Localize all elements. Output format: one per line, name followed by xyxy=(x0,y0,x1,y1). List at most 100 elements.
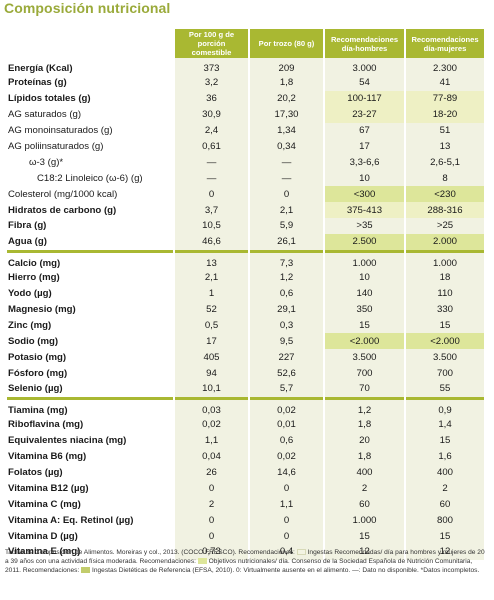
value-rec-men: 10 xyxy=(323,269,404,286)
header-rec-women: Recomendaciones día-mujeres xyxy=(404,29,484,58)
value-per-piece: 209 xyxy=(248,58,323,75)
value-per-piece: 0 xyxy=(248,528,323,545)
value-rec-men: 67 xyxy=(323,122,404,139)
value-rec-women: 800 xyxy=(404,512,484,529)
value-per-piece: 9,5 xyxy=(248,333,323,350)
value-rec-women: 18-20 xyxy=(404,106,484,123)
nutrient-name: Equivalentes niacina (mg) xyxy=(8,435,127,447)
table-row: Vitamina E (mg) 0,73 0,4 12 12 xyxy=(5,544,484,560)
value-per-piece: 0 xyxy=(248,512,323,529)
footnote-part2: Ingestas Recomendadas/ día para hombres … xyxy=(5,549,485,565)
value-per-100g: 10,1 xyxy=(173,381,248,397)
value-per-piece: 0 xyxy=(248,186,323,203)
value-per-piece: 0,02 xyxy=(248,399,323,417)
value-per-piece: 1,2 xyxy=(248,269,323,286)
value-per-piece: 14,6 xyxy=(248,464,323,481)
nutrient-name: Magnesio (mg) xyxy=(8,304,76,316)
value-per-piece: 0,01 xyxy=(248,416,323,433)
footnote-part4: Ingestas Dietéticas de Referencia (EFSA,… xyxy=(91,567,480,574)
table-row: Lípidos totales (g) 36 20,2 100-117 77-89 xyxy=(5,90,484,107)
value-per-piece: 1,1 xyxy=(248,496,323,513)
value-per-piece: 7,3 xyxy=(248,252,323,270)
value-per-100g: 0 xyxy=(173,512,248,529)
value-per-piece: 0,6 xyxy=(248,432,323,449)
value-rec-men: 400 xyxy=(323,464,404,481)
value-per-piece: 0,02 xyxy=(248,448,323,465)
divider-cell xyxy=(173,396,248,400)
footnote: Tablas de Composición de Alimentos. More… xyxy=(5,548,487,575)
nutrient-name: Potasio (mg) xyxy=(8,351,67,363)
value-rec-women: 2 xyxy=(404,480,484,497)
value-rec-women: 41 xyxy=(404,75,484,91)
nutrient-name: Vitamina A: Eq. Retinol (µg) xyxy=(8,514,134,526)
value-per-100g: 0,04 xyxy=(173,448,248,465)
value-rec-men: 140 xyxy=(323,285,404,302)
legend-swatch-reference-intakes xyxy=(81,567,91,574)
nutrient-name: Vitamina C (mg) xyxy=(8,498,81,510)
value-rec-men: 3.500 xyxy=(323,349,404,366)
nutrient-name: Selenio (µg) xyxy=(8,383,63,395)
value-per-100g: 52 xyxy=(173,301,248,318)
value-rec-men: 15 xyxy=(323,317,404,334)
value-per-piece: 5,9 xyxy=(248,218,323,234)
divider-cell xyxy=(404,396,484,400)
value-rec-women: 55 xyxy=(404,381,484,397)
value-rec-women: 51 xyxy=(404,122,484,139)
value-per-piece: 17,30 xyxy=(248,106,323,123)
value-per-100g: 0,61 xyxy=(173,138,248,155)
divider-cell xyxy=(323,396,404,400)
value-per-100g: — xyxy=(173,154,248,171)
nutrient-name: Calcio (mg) xyxy=(8,257,61,269)
value-rec-women: 400 xyxy=(404,464,484,481)
value-rec-men: 350 xyxy=(323,301,404,318)
value-rec-women: 2,6-5,1 xyxy=(404,154,484,171)
value-per-100g: 0 xyxy=(173,480,248,497)
nutrient-name: AG monoinsaturados (g) xyxy=(8,125,113,137)
value-rec-men: 3.000 xyxy=(323,58,404,75)
nutrient-name: AG poliinsaturados (g) xyxy=(8,141,104,152)
value-per-piece: — xyxy=(248,170,323,187)
table-row: Vitamina A: Eq. Retinol (µg) 0 0 1.000 800 xyxy=(5,512,484,529)
nutrient-name: Folatos (µg) xyxy=(8,467,63,479)
table-header-row: Por 100 g de porción comestible Por troz… xyxy=(5,29,484,58)
value-per-piece: 52,6 xyxy=(248,365,323,382)
nutrient-name: ω-3 (g)* xyxy=(29,156,64,168)
nutrient-name: Lípidos totales (g) xyxy=(8,93,91,105)
divider-cell xyxy=(323,249,404,253)
nutrient-name: Vitamina D (µg) xyxy=(8,530,78,542)
table-row: Equivalentes niacina (mg) 1,1 0,6 20 15 xyxy=(5,432,484,449)
value-rec-women: 0,9 xyxy=(404,399,484,417)
value-per-100g: 0,02 xyxy=(173,416,248,433)
divider-cell xyxy=(5,249,173,253)
value-per-100g: 94 xyxy=(173,365,248,382)
nutrient-name: Hierro (mg) xyxy=(8,272,60,284)
table-row: Tiamina (mg) 0,03 0,02 1,2 0,9 xyxy=(5,399,484,417)
value-per-100g: 1,1 xyxy=(173,432,248,449)
nutrient-name: Agua (g) xyxy=(8,236,47,248)
value-rec-women: <230 xyxy=(404,186,484,203)
nutrient-name: Proteínas (g) xyxy=(8,77,67,89)
footnote-part3: Objetivos nutricionales/ día. Consenso d… xyxy=(5,558,473,574)
table-row: Potasio (mg) 405 227 3.500 3.500 xyxy=(5,349,484,366)
value-rec-men: 1,8 xyxy=(323,416,404,433)
nutrient-name: AG saturados (g) xyxy=(8,109,82,121)
table-row: Yodo (µg) 1 0,6 140 110 xyxy=(5,285,484,302)
table-row: Hierro (mg) 2,1 1,2 10 18 xyxy=(5,269,484,286)
divider-cell xyxy=(173,249,248,253)
table-row: Vitamina B6 (mg) 0,04 0,02 1,8 1,6 xyxy=(5,448,484,465)
value-rec-women: 330 xyxy=(404,301,484,318)
value-per-100g: 3,2 xyxy=(173,75,248,91)
value-per-100g: 373 xyxy=(173,58,248,75)
nutrient-name: Zinc (mg) xyxy=(8,319,52,331)
value-rec-women: 15 xyxy=(404,528,484,545)
value-per-piece: 2,1 xyxy=(248,202,323,219)
table-row: AG poliinsaturados (g) 0,61 0,34 17 13 xyxy=(5,138,484,155)
table-row: Selenio (µg) 10,1 5,7 70 55 xyxy=(5,381,484,397)
nutrient-name: Energía (Kcal) xyxy=(8,63,73,74)
value-rec-women: 3.500 xyxy=(404,349,484,366)
value-rec-men: 70 xyxy=(323,381,404,397)
divider-cell xyxy=(404,249,484,253)
value-rec-men: 60 xyxy=(323,496,404,513)
value-per-piece: 0 xyxy=(248,480,323,497)
value-rec-women: 12 xyxy=(404,544,484,560)
